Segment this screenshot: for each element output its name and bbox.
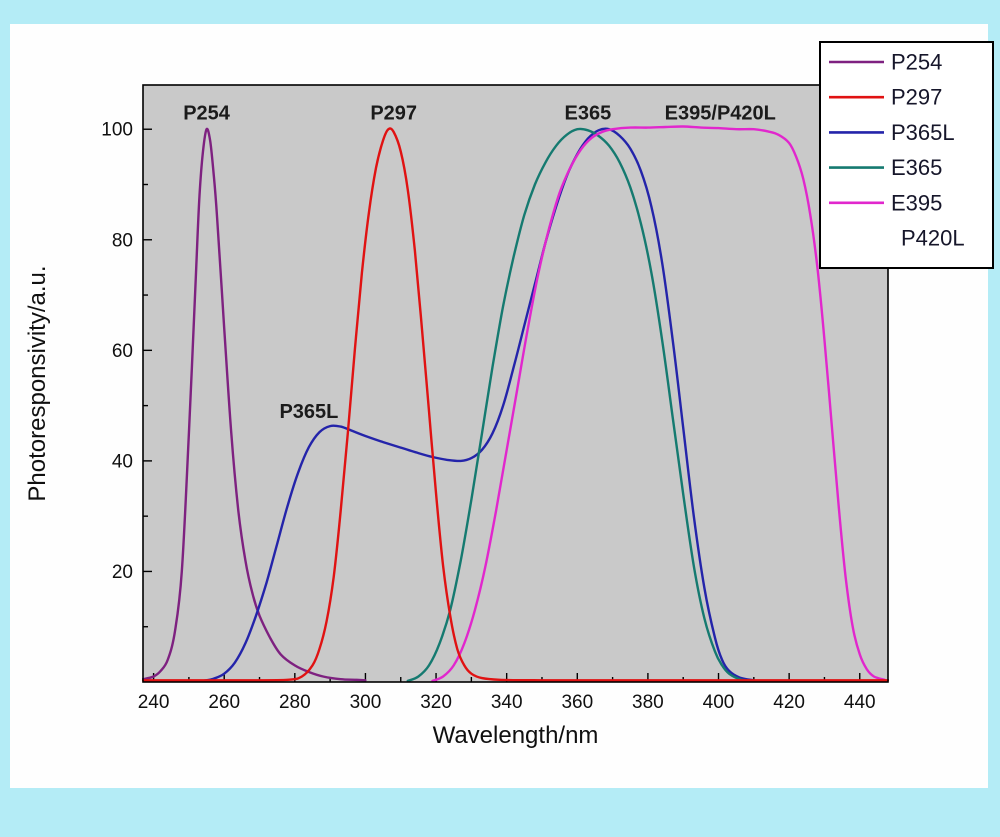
series-line-e365 <box>406 127 752 683</box>
svg-text:240: 240 <box>138 692 170 713</box>
svg-text:100: 100 <box>101 120 133 141</box>
series-line-p297 <box>142 127 889 682</box>
plot-frame <box>142 84 889 683</box>
y-axis-title: Photoresponsivity/a.u. <box>24 265 51 502</box>
svg-text:260: 260 <box>208 692 240 713</box>
svg-text:320: 320 <box>420 692 452 713</box>
curve-labels: P254 P297 P365L E365 E395/P420L <box>183 103 776 424</box>
series-lines <box>142 125 889 683</box>
svg-text:80: 80 <box>112 230 133 251</box>
series-line-p365l <box>201 127 755 683</box>
svg-text:400: 400 <box>703 692 735 713</box>
legend-label: P365L <box>891 120 955 145</box>
svg-text:60: 60 <box>112 341 133 362</box>
series-line-e395-p420l <box>431 125 886 683</box>
x-axis-title: Wavelength/nm <box>432 722 599 749</box>
curve-label: P297 <box>370 103 417 125</box>
curve-label: E365 <box>565 103 612 125</box>
svg-text:440: 440 <box>844 692 876 713</box>
legend-label: P420L <box>901 226 965 251</box>
tick-labels: 240 260 280 300 320 340 360 380 400 420 440 20 40 60 8… <box>101 120 875 713</box>
svg-text:40: 40 <box>112 451 133 472</box>
svg-text:360: 360 <box>561 692 593 713</box>
legend-label: E395 <box>891 190 942 215</box>
svg-text:280: 280 <box>279 692 311 713</box>
legend-label: P297 <box>891 85 942 110</box>
plot-area <box>143 85 888 682</box>
curve-label: P365L <box>279 401 338 423</box>
legend-label: E365 <box>891 155 942 180</box>
svg-text:420: 420 <box>773 692 805 713</box>
legend-box <box>819 41 994 269</box>
legend: P254 P297 P365L E365 E395 P420L <box>819 41 994 269</box>
svg-text:340: 340 <box>491 692 523 713</box>
curve-label: E395/P420L <box>665 103 776 125</box>
legend-label: P254 <box>891 50 942 75</box>
series-line-p254 <box>142 127 367 682</box>
svg-text:300: 300 <box>350 692 382 713</box>
svg-text:20: 20 <box>112 562 133 583</box>
curve-label: P254 <box>183 103 231 125</box>
svg-text:380: 380 <box>632 692 664 713</box>
